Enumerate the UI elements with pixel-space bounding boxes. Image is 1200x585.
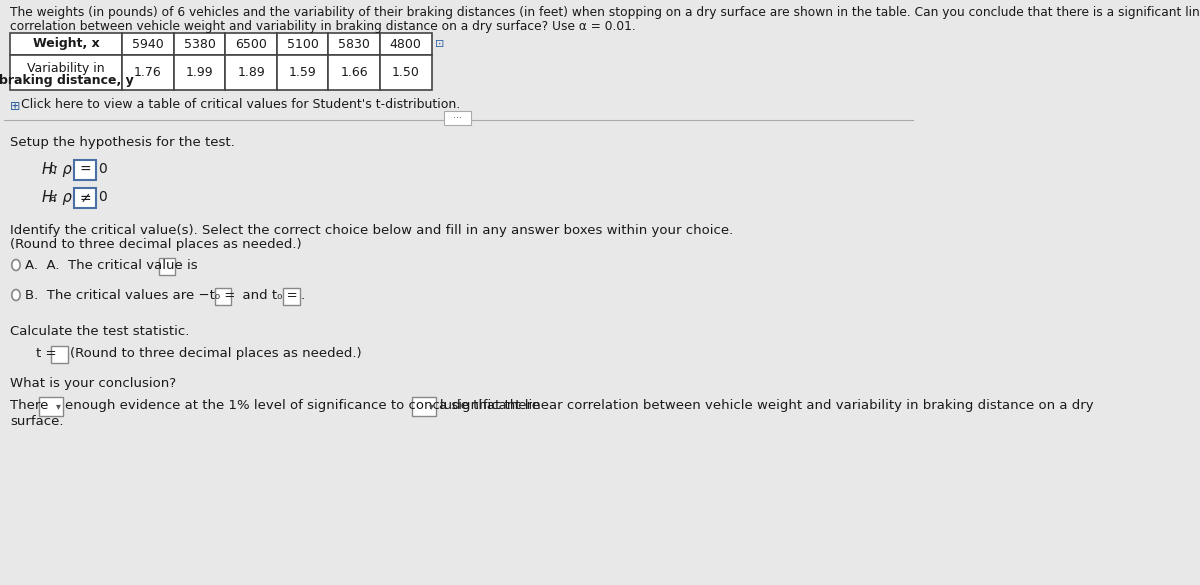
Text: a significant linear correlation between vehicle weight and variability in braki: a significant linear correlation between…: [439, 399, 1093, 412]
Bar: [215, 288, 232, 305]
Bar: [412, 397, 436, 416]
Text: : ρ: : ρ: [53, 190, 72, 205]
Bar: [122, 33, 174, 55]
Text: The weights (in pounds) of 6 vehicles and the variability of their braking dista: The weights (in pounds) of 6 vehicles an…: [10, 6, 1200, 19]
Text: a: a: [49, 193, 55, 203]
Text: 0: 0: [98, 190, 107, 204]
Text: What is your conclusion?: What is your conclusion?: [10, 377, 176, 390]
Text: ⊞: ⊞: [10, 100, 20, 113]
Text: : ρ: : ρ: [53, 162, 72, 177]
Text: 4800: 4800: [390, 37, 421, 50]
Text: ≠: ≠: [79, 191, 91, 205]
Text: and t₀ =: and t₀ =: [234, 289, 298, 302]
Text: braking distance, y: braking distance, y: [0, 74, 133, 87]
Text: t =: t =: [36, 347, 56, 360]
Bar: [380, 55, 432, 90]
Bar: [38, 397, 62, 416]
Bar: [174, 55, 226, 90]
Text: ▾: ▾: [56, 401, 61, 411]
Text: Setup the hypothesis for the test.: Setup the hypothesis for the test.: [10, 136, 235, 149]
Text: 1.66: 1.66: [341, 66, 368, 79]
Bar: [74, 188, 96, 208]
Text: 6500: 6500: [235, 37, 268, 50]
Bar: [74, 160, 96, 180]
Text: 1.50: 1.50: [392, 66, 420, 79]
Text: 0: 0: [98, 162, 107, 176]
Text: 1.59: 1.59: [289, 66, 317, 79]
Bar: [174, 33, 226, 55]
Text: .: .: [176, 259, 181, 272]
Text: .: .: [301, 289, 305, 302]
Text: =: =: [79, 163, 91, 177]
Text: Weight, x: Weight, x: [32, 37, 100, 50]
Text: 1.76: 1.76: [134, 66, 162, 79]
Text: Click here to view a table of critical values for Student's t-distribution.: Click here to view a table of critical v…: [20, 98, 460, 111]
Text: ⊡: ⊡: [434, 39, 444, 49]
Text: 5380: 5380: [184, 37, 216, 50]
Text: ▾: ▾: [428, 401, 434, 411]
Text: A.  A.  The critical value is: A. A. The critical value is: [25, 259, 198, 272]
Text: surface.: surface.: [10, 415, 64, 428]
Bar: [277, 55, 329, 90]
Circle shape: [12, 260, 20, 270]
Text: H: H: [42, 162, 53, 177]
Text: correlation between vehicle weight and variability in braking distance on a dry : correlation between vehicle weight and v…: [10, 20, 636, 33]
Bar: [226, 33, 277, 55]
Text: 5940: 5940: [132, 37, 163, 50]
Bar: [10, 33, 122, 55]
Text: Calculate the test statistic.: Calculate the test statistic.: [10, 325, 190, 338]
Bar: [158, 258, 175, 275]
Bar: [283, 288, 300, 305]
Text: 0: 0: [49, 165, 56, 175]
Text: There: There: [10, 399, 48, 412]
Bar: [329, 55, 380, 90]
Text: 1.89: 1.89: [238, 66, 265, 79]
Text: (Round to three decimal places as needed.): (Round to three decimal places as needed…: [70, 347, 361, 360]
Bar: [380, 33, 432, 55]
Text: Variability in: Variability in: [28, 62, 104, 75]
Bar: [50, 346, 67, 363]
Text: 5100: 5100: [287, 37, 318, 50]
Circle shape: [12, 290, 20, 301]
Bar: [122, 55, 174, 90]
Bar: [226, 55, 277, 90]
Bar: [444, 111, 472, 125]
Bar: [277, 33, 329, 55]
Bar: [10, 55, 122, 90]
Text: B.  The critical values are −t₀ =: B. The critical values are −t₀ =: [25, 289, 235, 302]
Text: Identify the critical value(s). Select the correct choice below and fill in any : Identify the critical value(s). Select t…: [10, 224, 733, 237]
Text: 1.99: 1.99: [186, 66, 214, 79]
Text: (Round to three decimal places as needed.): (Round to three decimal places as needed…: [10, 238, 301, 251]
Text: ···: ···: [452, 113, 462, 123]
Bar: [329, 33, 380, 55]
Text: 5830: 5830: [338, 37, 370, 50]
Text: enough evidence at the 1% level of significance to conclude that there: enough evidence at the 1% level of signi…: [65, 399, 540, 412]
Text: H: H: [42, 190, 53, 205]
